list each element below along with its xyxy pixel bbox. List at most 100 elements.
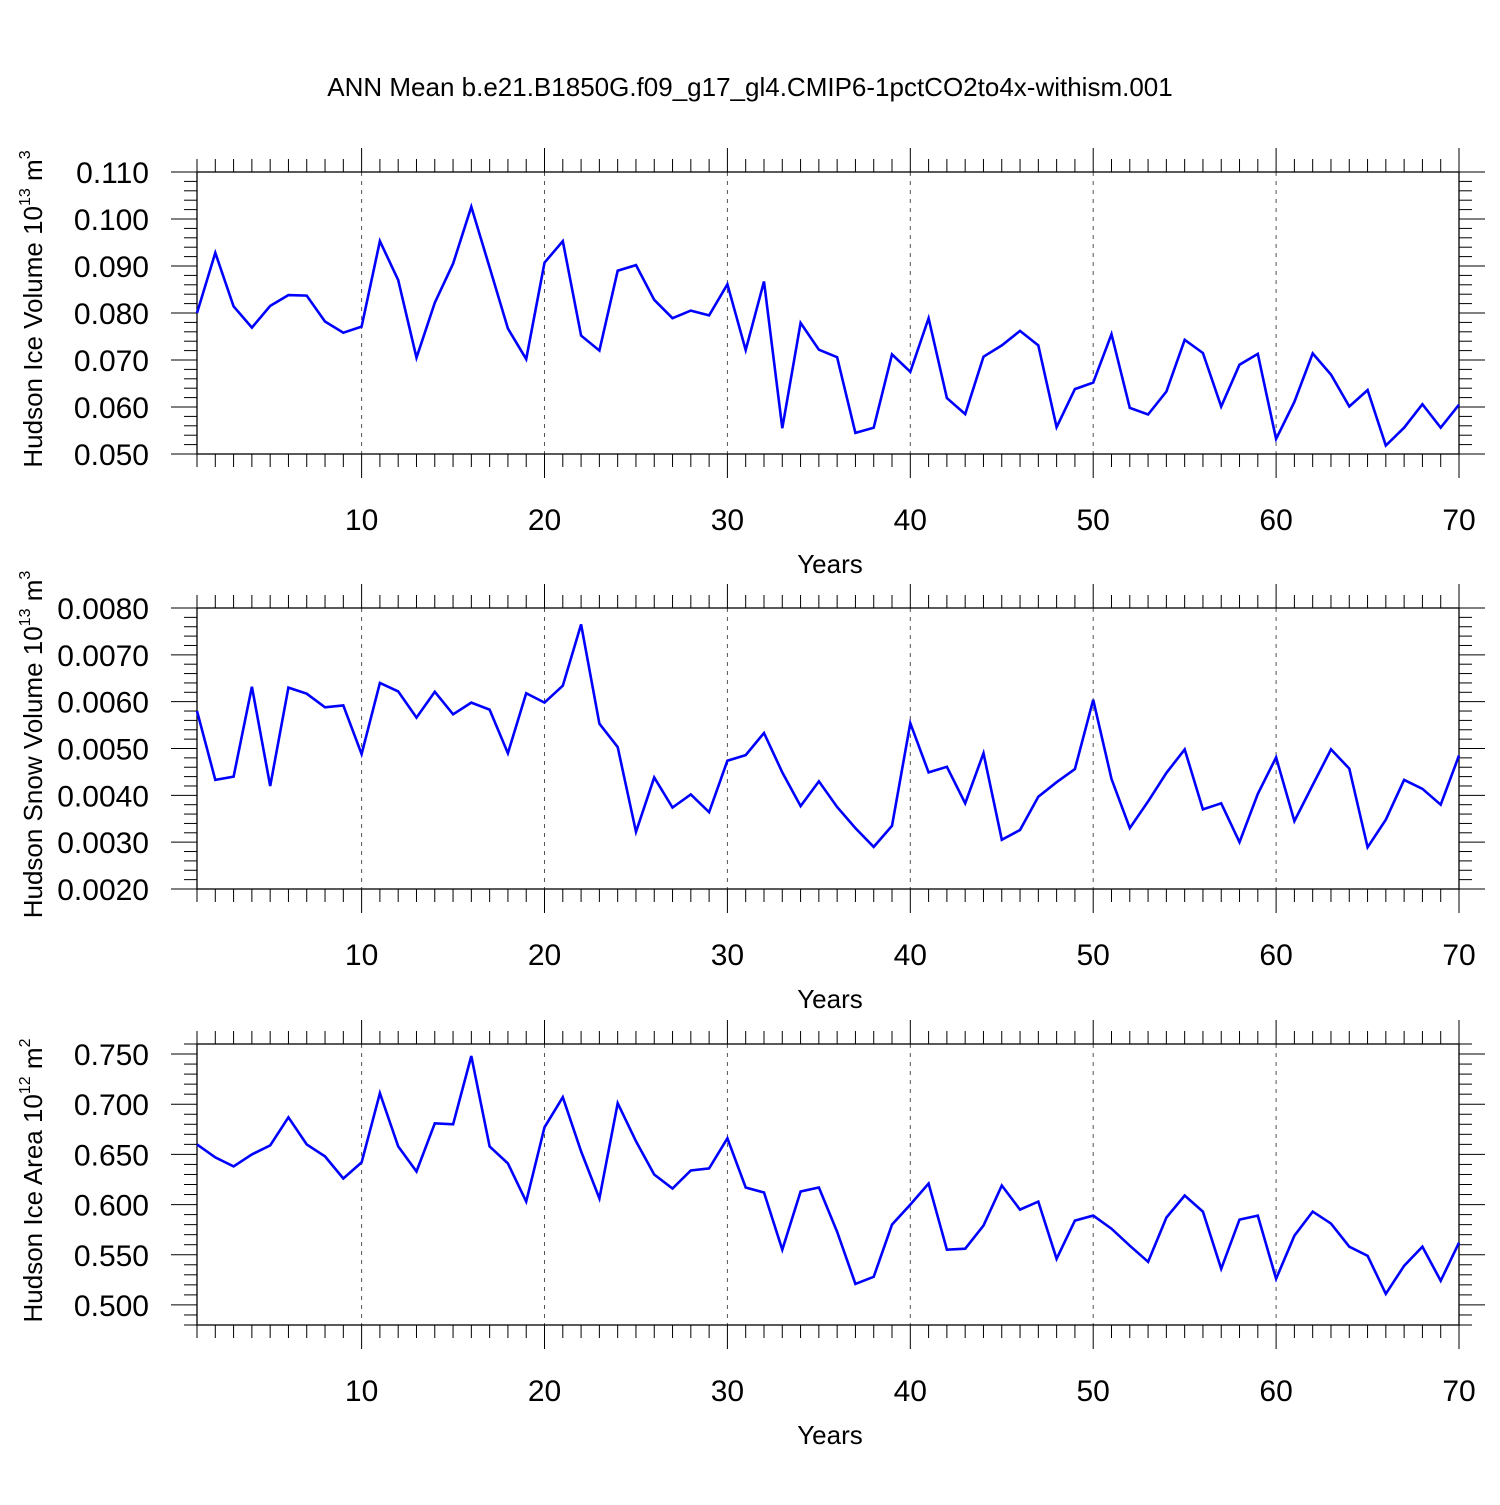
data-point — [1074, 388, 1076, 390]
data-point — [690, 793, 692, 795]
data-point — [1019, 829, 1021, 831]
data-point — [1311, 784, 1313, 786]
data-point — [708, 811, 710, 813]
data-point — [580, 334, 582, 336]
data-point — [1129, 827, 1131, 829]
data-point — [470, 701, 472, 703]
data-point — [397, 1145, 399, 1147]
data-point — [379, 240, 381, 242]
y-tick-label: 0.0050 — [57, 734, 149, 767]
data-point — [1385, 444, 1387, 446]
y-tick-label: 0.600 — [74, 1190, 149, 1223]
y-axis-label: Hudson Ice Area 1012 m2 — [17, 1038, 48, 1322]
data-point — [1202, 1210, 1204, 1212]
y-axis-label-unit: m — [18, 159, 48, 188]
data-point — [836, 1230, 838, 1232]
data-point — [1183, 339, 1185, 341]
data-point — [1348, 405, 1350, 407]
data-point — [854, 432, 856, 434]
data-point — [818, 1186, 820, 1188]
data-point — [671, 806, 673, 808]
data-point — [543, 701, 545, 703]
data-point — [1238, 364, 1240, 366]
data-point — [415, 356, 417, 358]
data-point — [251, 1153, 253, 1155]
data-point — [415, 716, 417, 718]
x-axis-label: Years — [797, 549, 863, 579]
y-tick-label: 0.050 — [74, 439, 149, 472]
data-point — [1293, 1234, 1295, 1236]
data-point — [763, 280, 765, 282]
data-point — [708, 314, 710, 316]
y-axis-label: Hudson Snow Volume 1013 m3 — [17, 571, 48, 919]
x-tick-label: 30 — [711, 504, 744, 537]
data-point — [1275, 438, 1277, 440]
data-point — [1348, 1246, 1350, 1248]
x-tick-label: 40 — [894, 939, 927, 972]
y-axis-label: Hudson Ice Volume 1013 m3 — [17, 150, 48, 467]
data-point — [1421, 403, 1423, 405]
data-point — [653, 1173, 655, 1175]
data-point — [488, 708, 490, 710]
data-point — [287, 1116, 289, 1118]
x-tick-label: 40 — [894, 504, 927, 537]
data-point — [287, 686, 289, 688]
data-point — [196, 312, 198, 314]
figure-title: ANN Mean b.e21.B1850G.f09_g17_gl4.CMIP6-… — [327, 72, 1173, 102]
data-point — [488, 266, 490, 268]
data-point — [1092, 699, 1094, 701]
data-point — [251, 685, 253, 687]
data-point — [891, 1223, 893, 1225]
data-point — [1019, 1208, 1021, 1210]
y-tick-label: 0.0030 — [57, 827, 149, 860]
data-point — [562, 240, 564, 242]
data-point — [1257, 1214, 1259, 1216]
data-point — [306, 294, 308, 296]
data-point — [360, 1161, 362, 1163]
data-point — [616, 746, 618, 748]
data-point — [726, 759, 728, 761]
data-point — [287, 294, 289, 296]
x-tick-label: 10 — [345, 939, 378, 972]
data-point — [982, 752, 984, 754]
y-tick-label: 0.100 — [74, 204, 149, 237]
panel-1: 10 20 30 40 50 60 70 0.050 0.060 0.070 0.080 0.090 0… — [17, 148, 1485, 579]
data-point — [1275, 1278, 1277, 1280]
x-tick-label: 60 — [1259, 939, 1292, 972]
data-point — [708, 1167, 710, 1169]
data-point — [525, 358, 527, 360]
data-point — [1421, 1246, 1423, 1248]
data-point — [232, 775, 234, 777]
data-point — [671, 1187, 673, 1189]
data-point — [324, 1155, 326, 1157]
data-point — [470, 1055, 472, 1057]
data-point — [873, 426, 875, 428]
data-point — [379, 682, 381, 684]
data-point — [306, 693, 308, 695]
data-point — [690, 1169, 692, 1171]
data-point — [1238, 1218, 1240, 1220]
data-point — [452, 262, 454, 264]
data-point — [1220, 1268, 1222, 1270]
data-point — [909, 722, 911, 724]
data-point — [1001, 344, 1003, 346]
y-tick-label: 0.0040 — [57, 780, 149, 813]
y-tick-label: 0.700 — [74, 1089, 149, 1122]
data-point — [616, 270, 618, 272]
data-point — [1074, 768, 1076, 770]
data-point — [891, 353, 893, 355]
x-tick-label: 20 — [528, 504, 561, 537]
data-point — [946, 1249, 948, 1251]
data-point — [360, 325, 362, 327]
data-point — [251, 326, 253, 328]
data-point — [507, 327, 509, 329]
y-axis-label-text: Hudson Ice Volume 10 — [18, 206, 48, 468]
data-point — [854, 827, 856, 829]
data-point — [452, 1123, 454, 1125]
data-point — [269, 1144, 271, 1146]
data-point — [1366, 846, 1368, 848]
data-point — [1366, 1255, 1368, 1257]
data-point — [927, 771, 929, 773]
panel-2: 10 20 30 40 50 60 70 0.0020 0.0030 0.0040 0.0050 0.… — [17, 571, 1485, 1014]
